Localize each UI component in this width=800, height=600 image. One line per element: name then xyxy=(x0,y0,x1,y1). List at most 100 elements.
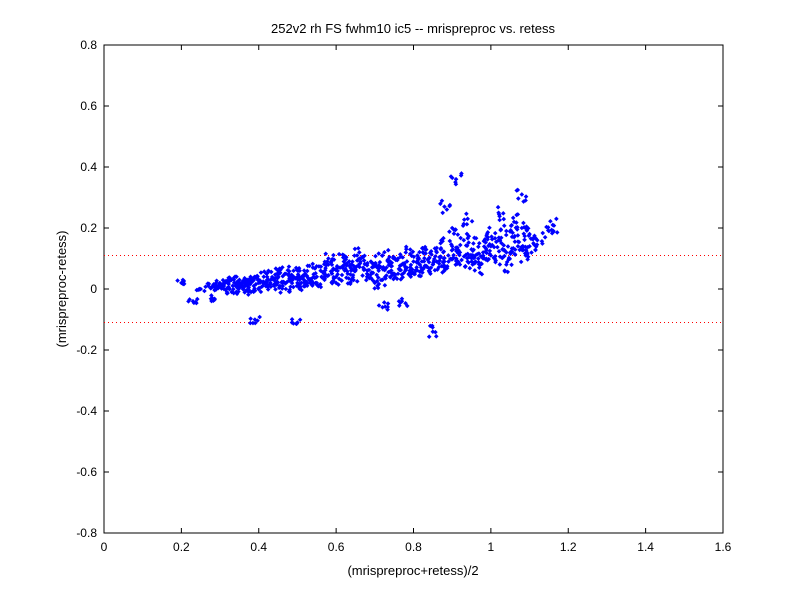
x-tick-label: 0.4 xyxy=(250,540,267,554)
y-axis-label: (mrispreproc-retess) xyxy=(54,230,69,347)
data-point xyxy=(277,283,283,289)
data-point xyxy=(234,274,239,280)
data-point xyxy=(286,289,292,294)
data-point xyxy=(235,285,241,291)
data-point xyxy=(554,230,560,235)
data-point xyxy=(432,246,438,251)
data-point xyxy=(265,284,271,289)
data-point xyxy=(450,247,456,252)
data-point xyxy=(415,256,421,262)
data-point xyxy=(307,263,312,269)
data-point xyxy=(525,254,531,260)
data-point xyxy=(442,255,447,261)
data-point xyxy=(470,253,476,258)
data-point xyxy=(497,262,503,267)
data-point xyxy=(495,204,501,210)
data-point xyxy=(208,296,214,302)
data-point xyxy=(504,262,509,267)
data-point xyxy=(258,289,264,295)
data-point xyxy=(410,249,416,255)
x-tick-label: 1.6 xyxy=(715,540,732,554)
data-point xyxy=(181,281,187,287)
data-point xyxy=(421,250,426,256)
data-point xyxy=(265,287,271,292)
data-point xyxy=(428,265,434,271)
y-tick-label: 0.8 xyxy=(80,38,97,52)
data-point xyxy=(374,278,380,284)
data-point xyxy=(459,171,464,176)
data-point xyxy=(423,247,429,252)
data-point xyxy=(356,246,361,251)
data-point xyxy=(248,316,253,322)
data-point xyxy=(217,281,223,286)
data-point xyxy=(447,238,453,244)
data-point xyxy=(470,262,475,267)
data-point xyxy=(449,244,455,249)
data-point xyxy=(499,240,504,246)
data-point xyxy=(310,265,316,270)
data-point xyxy=(280,265,285,270)
data-point xyxy=(346,276,351,281)
data-point xyxy=(331,252,336,258)
data-point xyxy=(310,280,316,286)
data-point xyxy=(373,253,378,259)
data-point xyxy=(217,284,223,289)
data-point xyxy=(372,279,377,285)
data-point xyxy=(479,271,485,277)
data-point xyxy=(510,215,516,221)
data-point xyxy=(496,212,502,217)
data-point xyxy=(350,274,356,280)
data-point xyxy=(440,259,446,265)
data-point xyxy=(497,217,502,223)
data-point xyxy=(226,281,231,287)
data-point xyxy=(447,229,452,234)
data-point xyxy=(323,265,328,271)
data-point xyxy=(282,271,288,277)
data-point xyxy=(324,259,330,264)
y-tick-label: 0.4 xyxy=(80,160,97,174)
data-point xyxy=(336,282,341,287)
data-point xyxy=(437,258,442,263)
data-point xyxy=(521,244,526,249)
data-point xyxy=(283,286,289,292)
data-point xyxy=(453,179,458,185)
plot-area: 0 0.2 0.4 0.6 0.8 1 1.2 1.4 1.6 -0.8 -0.6 -0.4 -0.2 0… xyxy=(76,38,731,554)
data-point xyxy=(206,281,212,287)
data-point xyxy=(299,280,304,286)
data-point xyxy=(252,320,258,326)
data-point xyxy=(318,284,324,290)
data-point xyxy=(272,282,277,287)
data-point xyxy=(504,250,509,255)
data-point xyxy=(418,268,424,273)
data-point xyxy=(518,259,524,265)
data-point xyxy=(400,275,405,280)
data-point xyxy=(375,275,381,280)
data-point xyxy=(261,281,267,286)
data-point xyxy=(365,260,370,266)
data-point xyxy=(512,251,518,257)
data-point xyxy=(523,198,528,203)
data-point xyxy=(287,278,293,284)
data-point xyxy=(403,244,409,250)
data-point xyxy=(518,244,524,250)
data-point xyxy=(383,276,388,281)
data-point xyxy=(297,317,303,323)
data-point xyxy=(421,265,426,271)
data-point xyxy=(464,231,470,237)
data-point xyxy=(287,287,292,293)
data-point xyxy=(408,268,414,274)
y-tick-label: 0 xyxy=(90,282,97,296)
data-point xyxy=(323,251,329,257)
data-point xyxy=(463,252,469,258)
data-point xyxy=(246,292,251,297)
data-point xyxy=(442,267,448,273)
data-point xyxy=(478,253,484,259)
data-point xyxy=(380,267,386,272)
data-point xyxy=(484,233,489,239)
data-point xyxy=(248,280,254,286)
data-point xyxy=(388,263,393,268)
y-tick-label: -0.6 xyxy=(76,465,97,479)
data-point xyxy=(226,284,232,290)
data-point xyxy=(369,264,375,270)
